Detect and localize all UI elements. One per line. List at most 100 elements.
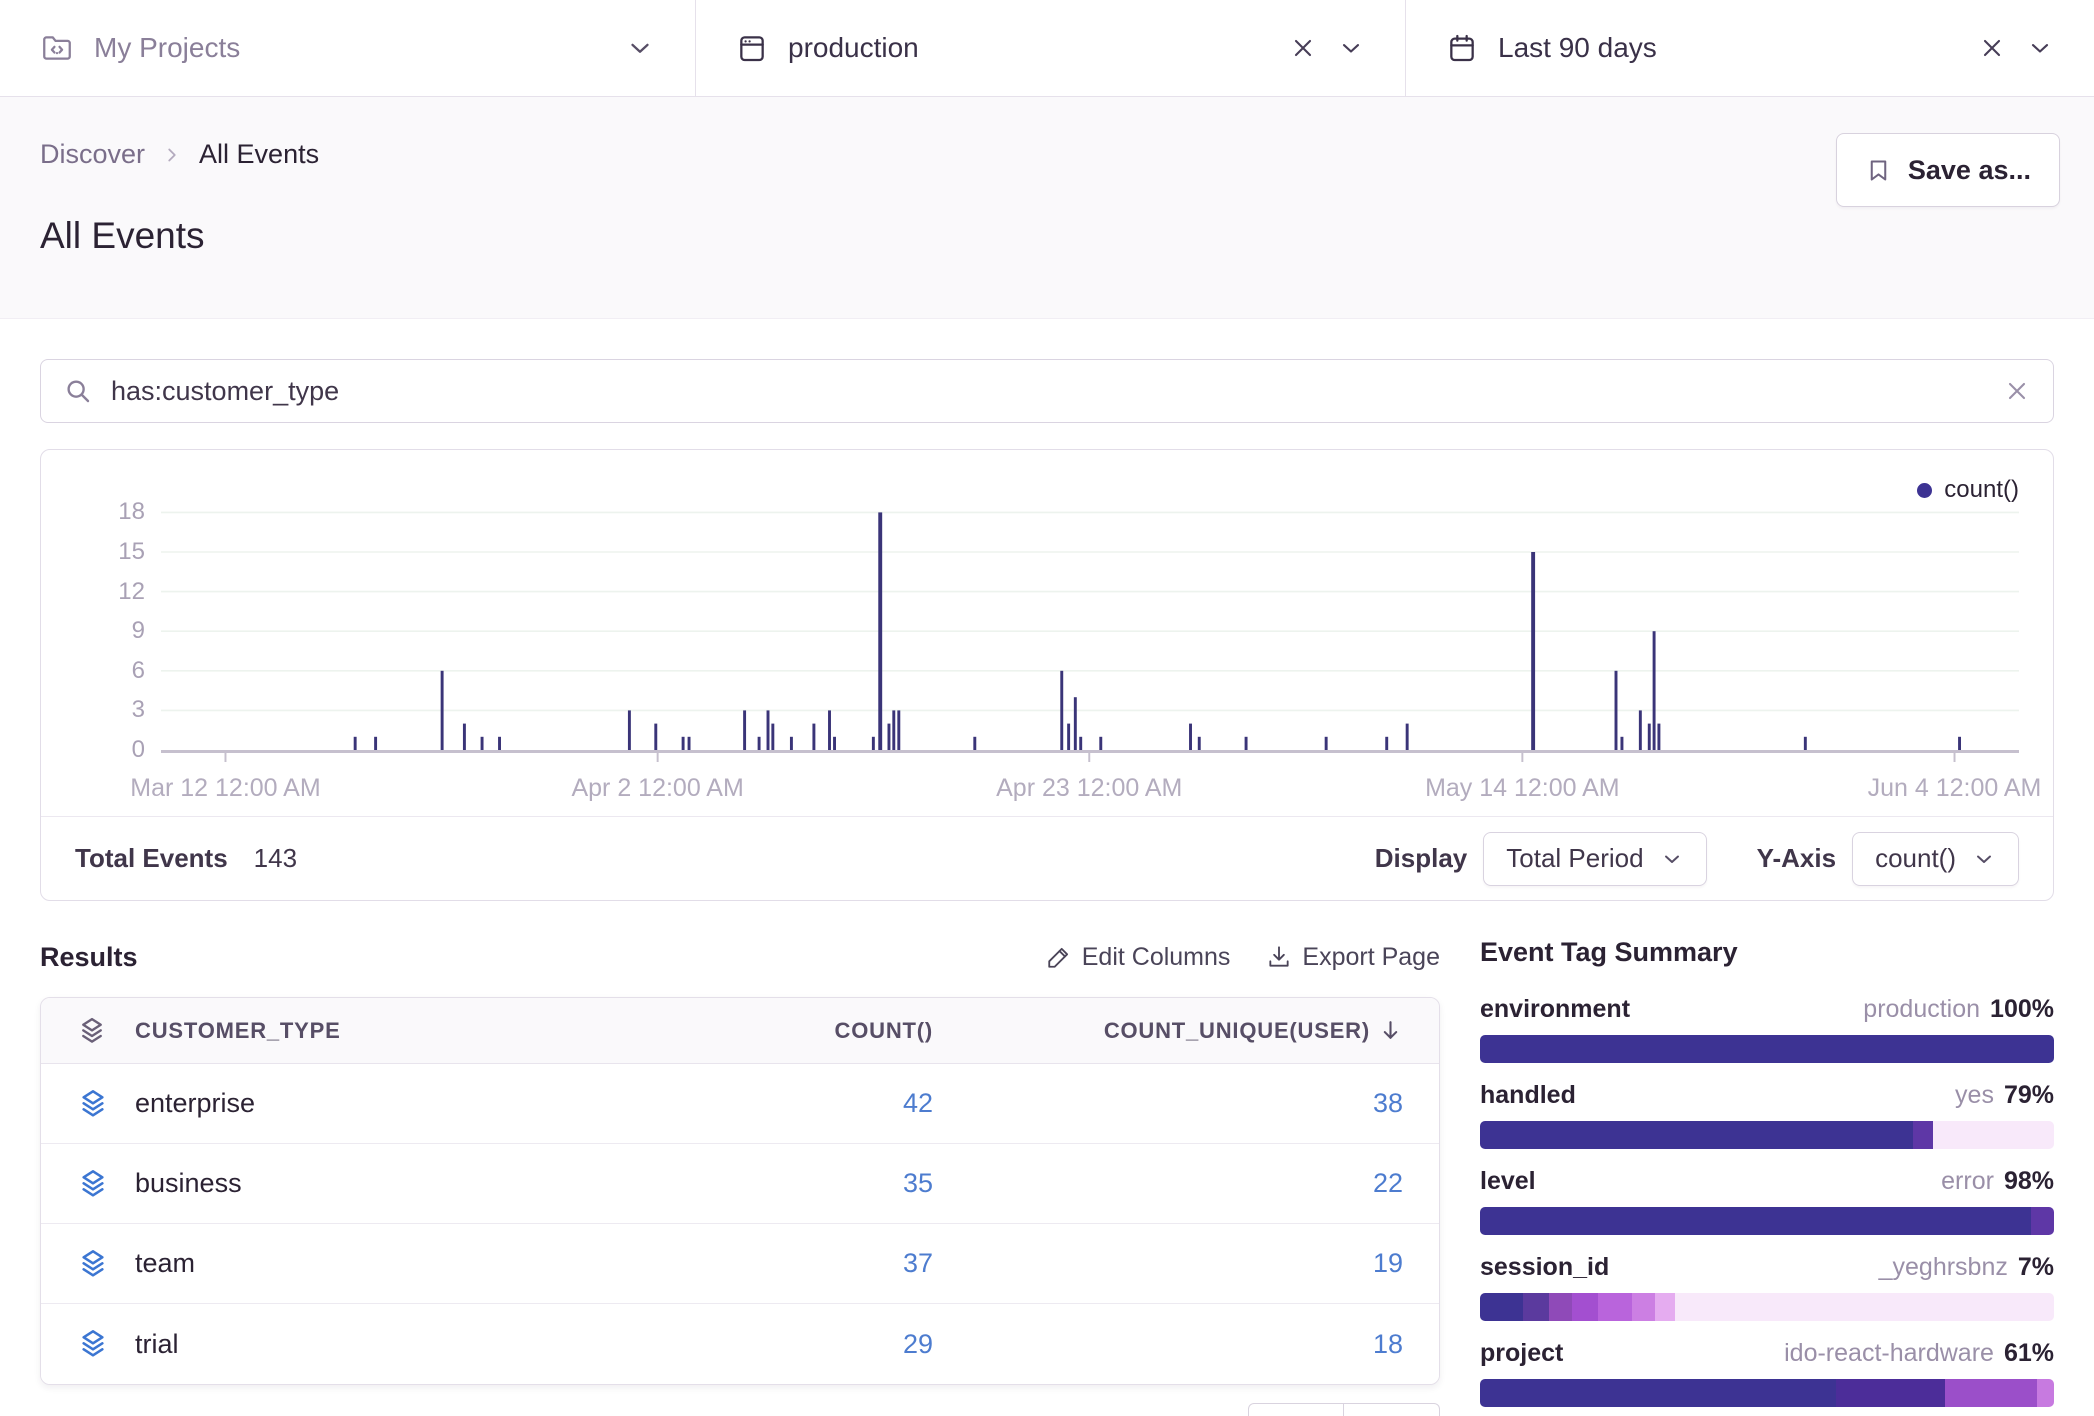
chart-bar[interactable] — [973, 736, 977, 750]
chart-bar[interactable] — [1803, 736, 1807, 750]
chart-bar[interactable] — [1099, 736, 1103, 750]
chart-bar[interactable] — [1073, 697, 1077, 750]
chart-bar[interactable] — [1647, 723, 1651, 750]
project-selector[interactable]: My Projects — [0, 0, 695, 96]
chart-bar[interactable] — [374, 736, 378, 750]
stack-icon[interactable] — [77, 1168, 135, 1200]
search-input[interactable] — [111, 375, 1985, 407]
chart-plot[interactable] — [161, 510, 2019, 762]
chart-bar[interactable] — [440, 670, 444, 750]
chart-bar[interactable] — [878, 512, 883, 750]
tag-distribution-bar[interactable] — [1480, 1207, 2054, 1235]
column-header-count-unique[interactable]: COUNT_UNIQUE(USER) — [1104, 1018, 1403, 1044]
cell-count-unique[interactable]: 18 — [1372, 1328, 1403, 1359]
table-row[interactable]: trial 29 18 — [41, 1304, 1439, 1384]
chart-bar[interactable] — [828, 710, 831, 750]
chart-bar[interactable] — [1638, 710, 1642, 750]
next-page-button[interactable] — [1344, 1403, 1440, 1416]
chart-bar[interactable] — [789, 736, 793, 750]
chart-bar[interactable] — [627, 710, 631, 750]
cell-count[interactable]: 29 — [902, 1328, 933, 1359]
chart-bar[interactable] — [743, 710, 747, 750]
tag-distribution-bar[interactable] — [1480, 1379, 2054, 1407]
chart-bar[interactable] — [1614, 670, 1618, 750]
chart-bar[interactable] — [462, 723, 466, 750]
tag-bar-segment[interactable] — [1597, 1293, 1633, 1321]
breadcrumb-discover[interactable]: Discover — [40, 139, 146, 169]
tag-bar-segment[interactable] — [1655, 1293, 1676, 1321]
cell-count[interactable]: 37 — [902, 1248, 933, 1278]
chart-bar[interactable] — [871, 736, 875, 750]
chart-bar[interactable] — [1060, 670, 1064, 750]
chart-bar[interactable] — [1189, 723, 1192, 750]
tag-bar-segment[interactable] — [1480, 1379, 1836, 1407]
close-icon[interactable] — [1978, 34, 2006, 62]
display-dropdown[interactable]: Total Period — [1483, 831, 1707, 886]
chart-bar[interactable] — [681, 736, 685, 750]
cell-count-unique[interactable]: 22 — [1372, 1168, 1403, 1198]
edit-columns-button[interactable]: Edit Columns — [1046, 943, 1230, 972]
tag-bar-segment[interactable] — [1480, 1035, 2054, 1063]
tag-distribution-bar[interactable] — [1480, 1035, 2054, 1063]
tag-bar-segment[interactable] — [1632, 1293, 1656, 1321]
tag-distribution-bar[interactable] — [1480, 1121, 2054, 1149]
table-row[interactable]: enterprise 42 38 — [41, 1064, 1439, 1144]
stack-icon[interactable] — [77, 1248, 135, 1280]
chart-bar[interactable] — [1657, 723, 1661, 750]
chart-bar[interactable] — [1324, 736, 1328, 750]
chart-bar[interactable] — [892, 710, 896, 750]
export-page-button[interactable]: Export Page — [1266, 943, 1440, 972]
stack-icon[interactable] — [77, 1328, 135, 1360]
chart-bar[interactable] — [1244, 736, 1248, 750]
chevron-down-icon[interactable] — [1337, 34, 1365, 62]
table-row[interactable]: team 37 19 — [41, 1224, 1439, 1304]
tag-bar-segment[interactable] — [1480, 1293, 1524, 1321]
chart-bar[interactable] — [887, 723, 891, 750]
cell-count[interactable]: 42 — [902, 1088, 933, 1118]
chart-bar[interactable] — [1531, 552, 1536, 750]
chart-bar[interactable] — [654, 723, 658, 750]
chart-bar[interactable] — [897, 710, 901, 750]
column-header-count[interactable]: COUNT() — [834, 1017, 933, 1043]
cell-count-unique[interactable]: 38 — [1372, 1088, 1403, 1118]
tag-bar-segment[interactable] — [2031, 1207, 2054, 1235]
stack-icon[interactable] — [77, 1088, 135, 1120]
chart-bar[interactable] — [1405, 723, 1409, 750]
tag-bar-segment[interactable] — [2036, 1379, 2054, 1407]
chart-bar[interactable] — [757, 736, 761, 750]
tag-bar-segment[interactable] — [1480, 1121, 1914, 1149]
close-icon[interactable] — [1289, 34, 1317, 62]
chart-bar[interactable] — [833, 736, 836, 750]
tag-bar-segment[interactable] — [1571, 1293, 1598, 1321]
y-axis-dropdown[interactable]: count() — [1852, 831, 2019, 886]
cell-count-unique[interactable]: 19 — [1372, 1248, 1403, 1278]
save-as-button[interactable]: Save as... — [1835, 133, 2060, 207]
table-row[interactable]: business 35 22 — [41, 1144, 1439, 1224]
chart-bar[interactable] — [1079, 736, 1083, 750]
tag-bar-segment[interactable] — [1480, 1207, 2032, 1235]
column-header-customer-type[interactable]: CUSTOMER_TYPE — [135, 1017, 341, 1043]
cell-count[interactable]: 35 — [902, 1168, 933, 1198]
chart-bar[interactable] — [480, 736, 484, 750]
clear-search-icon[interactable] — [2003, 377, 2031, 405]
chart-bar[interactable] — [1067, 723, 1071, 750]
chart-bar[interactable] — [766, 710, 770, 750]
chart-bar[interactable] — [771, 723, 775, 750]
chart-bar[interactable] — [1652, 631, 1656, 750]
tag-distribution-bar[interactable] — [1480, 1293, 2054, 1321]
tag-bar-segment[interactable] — [1523, 1293, 1549, 1321]
chart-bar[interactable] — [687, 736, 691, 750]
tag-bar-segment[interactable] — [1548, 1293, 1572, 1321]
chart-bar[interactable] — [812, 723, 816, 750]
date-range-selector[interactable]: Last 90 days — [1405, 0, 2094, 96]
chevron-down-icon[interactable] — [2026, 34, 2054, 62]
environment-selector[interactable]: production — [695, 0, 1405, 96]
tag-bar-segment[interactable] — [1835, 1379, 1945, 1407]
chevron-down-icon[interactable] — [625, 33, 655, 63]
chart-bar[interactable] — [498, 736, 501, 750]
tag-bar-segment[interactable] — [1944, 1379, 2037, 1407]
tag-bar-segment[interactable] — [1913, 1121, 1934, 1149]
chart-bar[interactable] — [1385, 736, 1389, 750]
chart-bar[interactable] — [353, 736, 357, 750]
previous-page-button[interactable] — [1248, 1403, 1344, 1416]
